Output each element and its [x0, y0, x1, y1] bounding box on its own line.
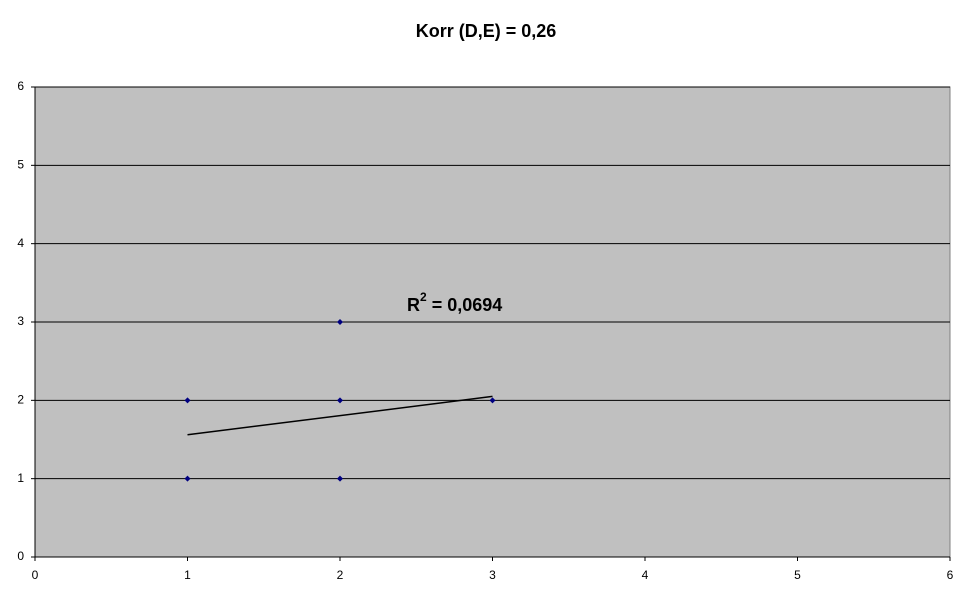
- y-tick-label: 0: [17, 549, 24, 563]
- x-tick-label: 3: [489, 568, 496, 582]
- annotation: R2 = 0,0694: [407, 290, 502, 315]
- x-tick-label: 0: [32, 568, 39, 582]
- data-point: [337, 397, 343, 404]
- y-tick-label: 6: [17, 79, 24, 93]
- x-tick-label: 4: [642, 568, 649, 582]
- x-tick-label: 1: [184, 568, 191, 582]
- data-point: [337, 475, 343, 482]
- y-tick-label: 1: [17, 471, 24, 485]
- y-tick-label: 4: [17, 236, 24, 250]
- trendline: [187, 395, 493, 436]
- chart-title: Korr (D,E) = 0,26: [416, 21, 557, 41]
- data-point: [184, 397, 191, 404]
- y-tick-label: 5: [17, 158, 24, 172]
- y-tick-label: 2: [17, 393, 24, 407]
- annotation-rest: = 0,0694: [427, 295, 503, 315]
- data-point: [337, 319, 343, 325]
- y-tick-label: 3: [17, 314, 24, 328]
- data-point: [489, 397, 496, 404]
- annotation-sup: 2: [420, 290, 427, 304]
- x-tick-label: 2: [337, 568, 344, 582]
- x-tick-label: 6: [947, 568, 954, 582]
- annotation-base: R: [407, 295, 420, 315]
- x-tick-label: 5: [794, 568, 801, 582]
- data-point: [184, 475, 191, 482]
